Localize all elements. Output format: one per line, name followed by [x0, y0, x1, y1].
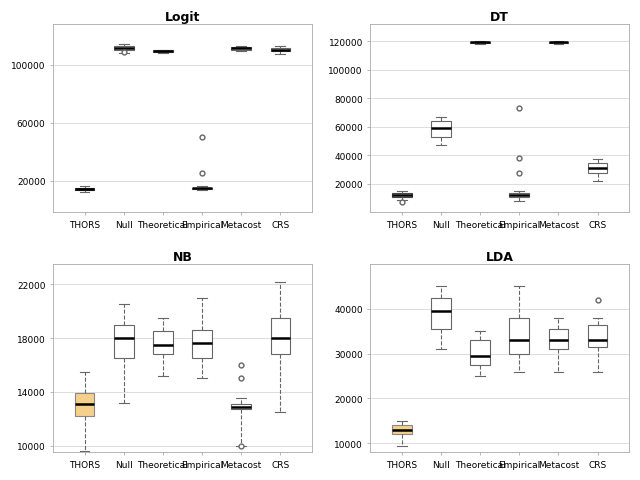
- Title: DT: DT: [490, 11, 509, 24]
- PathPatch shape: [470, 340, 490, 365]
- PathPatch shape: [192, 188, 212, 190]
- PathPatch shape: [114, 325, 134, 359]
- Title: Logit: Logit: [164, 11, 200, 24]
- PathPatch shape: [114, 47, 134, 50]
- PathPatch shape: [232, 48, 251, 50]
- PathPatch shape: [548, 43, 568, 44]
- PathPatch shape: [232, 404, 251, 409]
- PathPatch shape: [588, 325, 607, 347]
- PathPatch shape: [548, 329, 568, 349]
- PathPatch shape: [470, 43, 490, 44]
- PathPatch shape: [75, 393, 94, 416]
- PathPatch shape: [392, 194, 412, 198]
- PathPatch shape: [153, 51, 173, 53]
- PathPatch shape: [192, 330, 212, 359]
- PathPatch shape: [153, 332, 173, 354]
- Title: LDA: LDA: [486, 251, 514, 264]
- PathPatch shape: [271, 318, 290, 354]
- Title: NB: NB: [173, 251, 193, 264]
- PathPatch shape: [588, 164, 607, 173]
- PathPatch shape: [509, 318, 529, 354]
- PathPatch shape: [271, 49, 290, 52]
- PathPatch shape: [392, 425, 412, 434]
- PathPatch shape: [75, 189, 94, 191]
- PathPatch shape: [509, 194, 529, 198]
- PathPatch shape: [431, 298, 451, 329]
- PathPatch shape: [431, 122, 451, 138]
